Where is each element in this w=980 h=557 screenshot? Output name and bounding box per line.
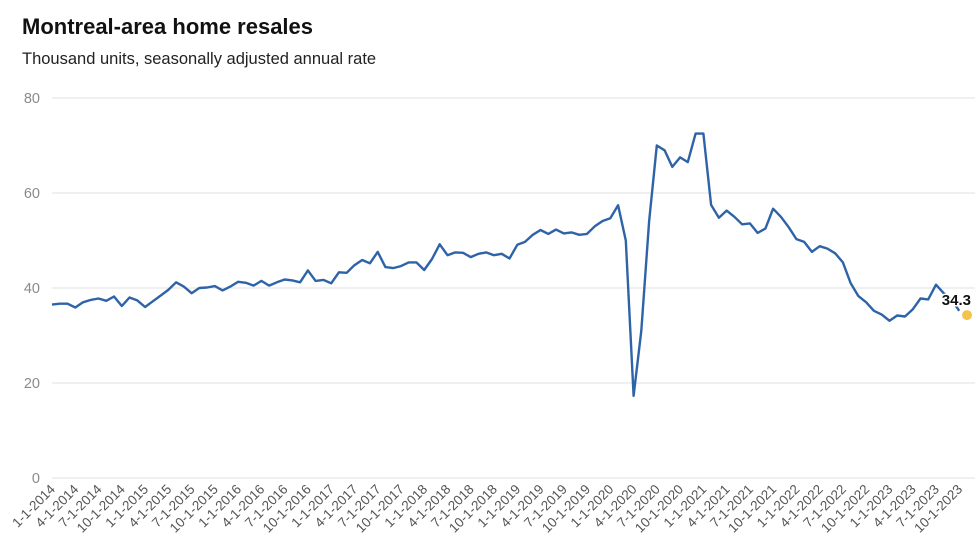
series-layer: 34.3 <box>51 132 973 397</box>
y-tick-label: 0 <box>32 471 40 487</box>
y-tick-label: 60 <box>24 186 40 202</box>
series-line <box>51 132 961 397</box>
x-axis-ticks: 1-1-20144-1-20147-1-201410-1-20141-1-201… <box>9 481 965 535</box>
last-value-marker <box>962 310 972 321</box>
y-tick-label: 20 <box>24 376 40 392</box>
y-tick-label: 80 <box>24 91 40 107</box>
gridlines <box>52 97 975 479</box>
y-axis-ticks: 0 20 40 60 80 <box>24 91 40 487</box>
y-tick-label: 40 <box>24 281 40 297</box>
chart-title: Montreal-area home resales <box>22 14 314 39</box>
last-value-label: 34.3 <box>942 292 971 309</box>
chart-subtitle: Thousand units, seasonally adjusted annu… <box>22 50 377 68</box>
